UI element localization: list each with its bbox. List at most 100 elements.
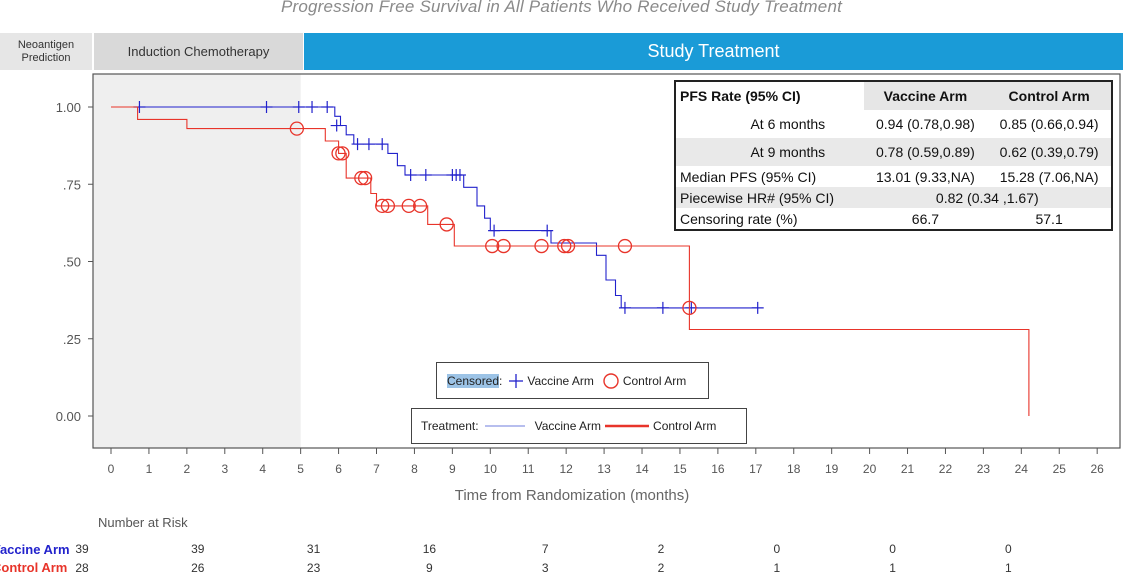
risk-count-vaccine: 0	[1005, 542, 1012, 556]
table-header: Vaccine Arm	[863, 81, 988, 110]
x-tick-label: 25	[1053, 462, 1067, 476]
vaccine-censor-mark	[321, 101, 334, 113]
x-tick-label: 15	[673, 462, 687, 476]
risk-count-control: 1	[889, 561, 896, 575]
control-censor-mark	[335, 146, 350, 161]
risk-count-control: 3	[541, 561, 549, 575]
table-header: Control Arm	[987, 81, 1112, 110]
risk-count-control: 23	[306, 561, 321, 575]
y-tick-label: 0.00	[56, 409, 81, 424]
table-row-label: At 9 months	[675, 138, 864, 166]
x-tick-label: 8	[411, 462, 418, 476]
vaccine-censor-mark	[618, 301, 631, 314]
x-tick-label: 21	[901, 462, 915, 476]
table-row-label: Median PFS (95% CI)	[680, 168, 817, 185]
control-censor-mark	[485, 238, 500, 254]
x-tick-label: 22	[939, 462, 953, 476]
risk-count-vaccine: 2	[657, 542, 665, 556]
control-censor-mark	[534, 238, 549, 254]
x-tick-label: 14	[635, 462, 649, 476]
x-tick-label: 3	[221, 462, 228, 476]
censored-legend-label: Censored:	[447, 373, 503, 388]
control-arm-curve	[111, 106, 1030, 416]
control-censor-mark	[560, 238, 576, 254]
x-axis-label: Time from Randomization (months)	[455, 487, 690, 504]
control-censor-mark	[496, 238, 511, 254]
vaccine-censor-mark	[330, 119, 343, 132]
y-tick-label: .50	[63, 255, 81, 270]
y-tick-label: .75	[63, 177, 81, 192]
band-induction-label: Induction Chemotherapy	[127, 44, 270, 59]
risk-count-vaccine: 7	[541, 542, 549, 556]
risk-count-control: 26	[191, 561, 205, 575]
table-row-label: Piecewise HR# (95% CI)	[675, 187, 864, 208]
control-censor-mark	[439, 217, 454, 232]
x-tick-label: 19	[825, 462, 839, 476]
risk-count-vaccine: 0	[889, 542, 896, 556]
induction-shaded-region	[93, 74, 301, 448]
x-tick-label: 9	[449, 462, 456, 476]
risk-control-label: Control Arm	[0, 560, 68, 575]
x-tick-label: 0	[108, 462, 115, 476]
risk-count-vaccine: 31	[306, 542, 321, 556]
vaccine-censor-mark	[376, 138, 389, 151]
band-study-treatment: Study Treatment	[304, 33, 1123, 70]
table-cell: 13.01 (9.33,NA)	[875, 168, 975, 185]
x-tick-label: 2	[184, 462, 191, 476]
vaccine-censor-mark	[488, 224, 501, 237]
x-tick-label: 7	[373, 462, 380, 476]
table-cell: 15.28 (7.06,NA)	[999, 168, 1099, 185]
band-study-label: Study Treatment	[647, 41, 780, 61]
control-censor-mark	[375, 198, 390, 214]
control-censor-mark	[682, 300, 697, 316]
risk-count-control: 1	[773, 561, 781, 575]
risk-count-vaccine: 39	[75, 542, 89, 556]
treatment-legend-label: Treatment:	[421, 419, 479, 433]
risk-count-vaccine: 0	[773, 542, 781, 556]
control-censor-mark	[289, 121, 305, 136]
treatment-legend-control: Control Arm	[653, 419, 717, 433]
control-line-swatch	[605, 424, 650, 428]
risk-count-control: 2	[657, 561, 665, 575]
table-cell: 0.94 (0.78,0.98)	[875, 116, 975, 132]
x-tick-label: 5	[297, 462, 304, 476]
table-row-label: At 6 months	[750, 116, 826, 132]
circle-marker-icon	[603, 372, 619, 389]
table-cell: 0.85 (0.66,0.94)	[999, 116, 1099, 132]
table-row-label: Censoring rate (%)	[680, 210, 798, 227]
table-cell: 66.7	[911, 210, 940, 227]
vaccine-censor-mark	[292, 101, 305, 113]
risk-vaccine-label: Vaccine Arm	[0, 542, 70, 557]
table-cell: 0.82 (0.34 ,1.67)	[863, 187, 1112, 208]
risk-count-control: 9	[426, 561, 433, 575]
x-tick-label: 13	[597, 462, 611, 476]
censored-legend-control: Control Arm	[622, 373, 687, 388]
x-tick-label: 20	[863, 462, 877, 476]
x-tick-label: 18	[787, 462, 801, 476]
x-tick-label: 12	[559, 462, 573, 476]
control-censor-mark	[380, 198, 396, 214]
vaccine-line-swatch	[484, 425, 525, 427]
control-censor-mark	[557, 238, 572, 254]
y-tick-label: 1.00	[56, 100, 81, 115]
band-neoantigen-prediction: Neoantigen Prediction	[0, 33, 92, 70]
y-tick-label: .25	[63, 332, 81, 347]
x-tick-label: 11	[522, 462, 535, 476]
chart-title: Progression Free Survival in All Patient…	[280, 0, 843, 16]
x-tick-label: 24	[1015, 462, 1029, 476]
treatment-legend: Treatment: Vaccine Arm Control Arm	[411, 408, 747, 444]
vaccine-censor-mark	[541, 224, 554, 237]
vaccine-censor-mark	[362, 138, 375, 151]
vaccine-censor-mark	[419, 168, 432, 181]
control-censor-mark	[357, 170, 373, 186]
treatment-legend-vaccine: Vaccine Arm	[534, 419, 602, 433]
vaccine-arm-curve	[111, 106, 758, 309]
control-censor-mark	[354, 170, 369, 186]
x-tick-label: 10	[484, 462, 498, 476]
band-induction-chemotherapy: Induction Chemotherapy	[94, 33, 303, 70]
vaccine-censor-mark	[656, 301, 669, 314]
x-tick-label: 26	[1091, 462, 1105, 476]
vaccine-censor-mark	[351, 138, 364, 151]
x-tick-label: 23	[977, 462, 991, 476]
table-cell: 0.78 (0.59,0.89)	[863, 138, 988, 166]
